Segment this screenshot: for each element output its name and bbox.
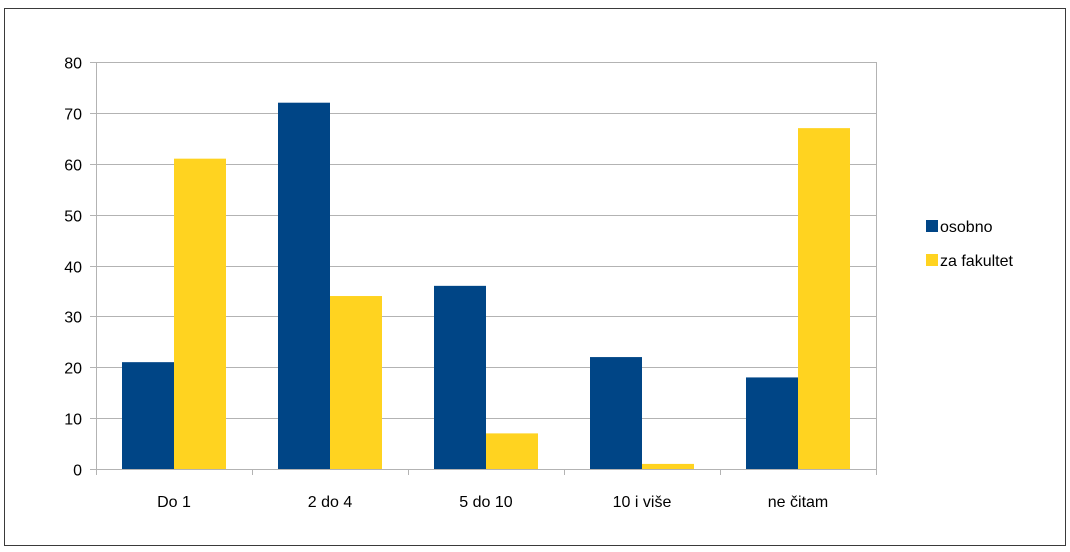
x-tick-labels: Do 1 2 do 4 5 do 10 10 i više ne čitam <box>157 494 828 511</box>
legend: osobno za fakultet <box>926 219 1013 270</box>
bar-osobno <box>278 102 330 469</box>
bar-za-fakultet <box>798 128 850 469</box>
bar-za-fakultet <box>330 296 382 469</box>
bar-osobno <box>434 285 486 469</box>
y-tick-label: 30 <box>64 310 82 327</box>
bar-osobno <box>590 357 642 469</box>
bars <box>122 102 850 469</box>
y-tick-label: 70 <box>64 107 82 124</box>
legend-label: za fakultet <box>940 253 1013 270</box>
x-tick-label: 5 do 10 <box>459 494 512 511</box>
bar-osobno <box>122 362 174 469</box>
axes <box>90 62 877 475</box>
y-tick-labels: 0 10 20 30 40 50 60 70 80 <box>64 56 82 480</box>
y-tick-label: 0 <box>73 463 82 480</box>
y-tick-label: 60 <box>64 158 82 175</box>
bar-za-fakultet <box>486 433 538 469</box>
legend-label: osobno <box>940 219 993 236</box>
bar-za-fakultet <box>642 463 694 469</box>
y-tick-label: 20 <box>64 361 82 378</box>
y-tick-label: 10 <box>64 412 82 429</box>
bar-za-fakultet <box>174 158 226 469</box>
bar-osobno <box>746 377 798 469</box>
x-tick-label: 2 do 4 <box>308 494 353 511</box>
y-tick-label: 50 <box>64 209 82 226</box>
y-tick-label: 80 <box>64 56 82 73</box>
legend-swatch <box>926 254 938 266</box>
x-tick-label: Do 1 <box>157 494 191 511</box>
y-tick-label: 40 <box>64 260 82 277</box>
x-tick-label: ne čitam <box>768 494 828 511</box>
legend-swatch <box>926 220 938 232</box>
x-tick-label: 10 i više <box>613 494 672 511</box>
